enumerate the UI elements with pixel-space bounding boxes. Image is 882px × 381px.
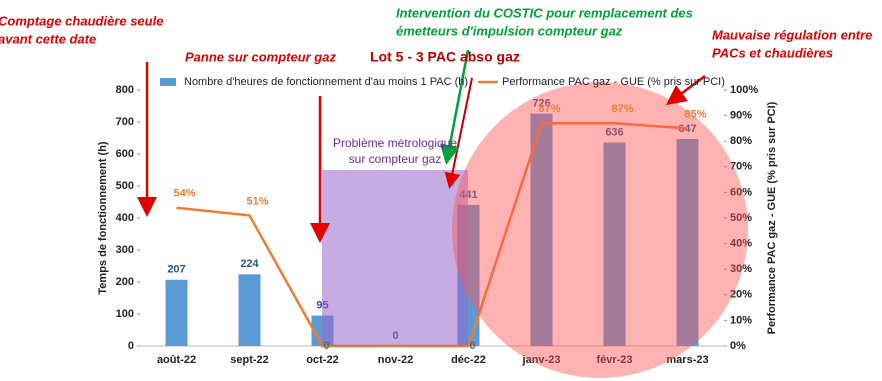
annotations: 54% 51% 0 0 87% 87% 85% Nombre d'heures de fonc… [0, 5, 872, 351]
line-value-label: 51% [246, 195, 268, 207]
x-tick-label: févr-23 [596, 354, 632, 366]
annotation: Problème métrologique [333, 136, 457, 150]
y-tick-label: 600 [116, 148, 134, 160]
legend-label: Nombre d'heures de fonctionnement d'au m… [184, 76, 468, 88]
arrow [439, 49, 470, 165]
line-value-label: 87% [538, 103, 560, 115]
x-tick-label: oct-22 [306, 354, 338, 366]
y2-tick-label: 40% [730, 238, 752, 250]
bar [238, 274, 261, 346]
bar [603, 142, 626, 346]
y2-tick-label: 90% [730, 110, 752, 122]
x-tick-label: août-22 [157, 354, 196, 366]
line-value-label: 0 [469, 340, 475, 352]
bar-value-label: 207 [167, 264, 185, 276]
line-value-label: 0 [323, 340, 329, 352]
y2-tick-label: 70% [730, 161, 752, 173]
legend-label: Performance PAC gaz - GUE (% pris sur PC… [502, 76, 725, 88]
y-tick-label: 200 [116, 276, 134, 288]
bar-value-label: 726 [532, 98, 550, 110]
regulation-zone [452, 82, 748, 378]
annotation: sur compteur gaz [349, 152, 442, 166]
annotation: Lot 5 - 3 PAC abso gaz [370, 49, 520, 65]
y2-tick-label: 30% [730, 263, 752, 275]
y-tick-label: 0 [128, 340, 134, 352]
y-tick-label: 500 [116, 180, 134, 192]
y2-tick-label: 80% [730, 135, 752, 147]
line-value-label: 85% [684, 108, 706, 120]
x-tick-label: nov-22 [378, 354, 413, 366]
annotation: Panne sur compteur gaz [185, 49, 336, 64]
bar-value-label: 647 [678, 123, 696, 135]
y2-tick-label: 60% [730, 186, 752, 198]
y-tick-label: 700 [116, 116, 134, 128]
x-tick-label: janv-23 [522, 354, 561, 366]
bar [165, 279, 188, 346]
bar [676, 138, 699, 346]
annotation: PACs et chaudières [712, 45, 833, 60]
y2-tick-label: 20% [730, 289, 752, 301]
bar-value-label: 636 [605, 126, 623, 138]
x-tick-label: sept-22 [230, 354, 269, 366]
annotation: Intervention du COSTIC pour remplacement… [396, 5, 693, 20]
y-tick-label: 300 [116, 244, 134, 256]
y-tick-label: 100 [116, 308, 134, 320]
annotation: avant cette date [0, 31, 96, 46]
arrow [444, 77, 473, 189]
problem-zone [322, 170, 468, 346]
annotation: Comptage chaudière seule [0, 13, 163, 28]
y2-tick-label: 100% [730, 84, 758, 96]
x-tick-label: mars-23 [666, 354, 708, 366]
x-tick-label: déc-22 [451, 354, 486, 366]
y2-tick-label: 0% [730, 340, 746, 352]
y-tick-label: 800 [116, 84, 134, 96]
arrow [665, 74, 706, 105]
bar-value-label: 224 [240, 258, 259, 270]
y2-axis-title: Performance PAC gaz - GUE (% pris sur PC… [766, 101, 778, 334]
y2-tick-label: 10% [730, 314, 752, 326]
annotation: émetteurs d'impulsion compteur gaz [396, 23, 623, 38]
legend-swatch [160, 78, 176, 86]
line-value-label: 54% [173, 188, 195, 200]
y2-tick-label: 50% [730, 212, 752, 224]
plot-area: 0 100 200 300 400 500 600 700 800 0% 10% 20% 30% 40% 5… [97, 84, 778, 366]
bar [530, 113, 553, 347]
y-axis-title: Temps de fonctionnement (h) [97, 141, 109, 295]
line-value-label: 87% [611, 103, 633, 115]
annotation: Mauvaise régulation entre [712, 27, 872, 42]
y-tick-label: 400 [116, 212, 134, 224]
overlay [137, 49, 748, 378]
